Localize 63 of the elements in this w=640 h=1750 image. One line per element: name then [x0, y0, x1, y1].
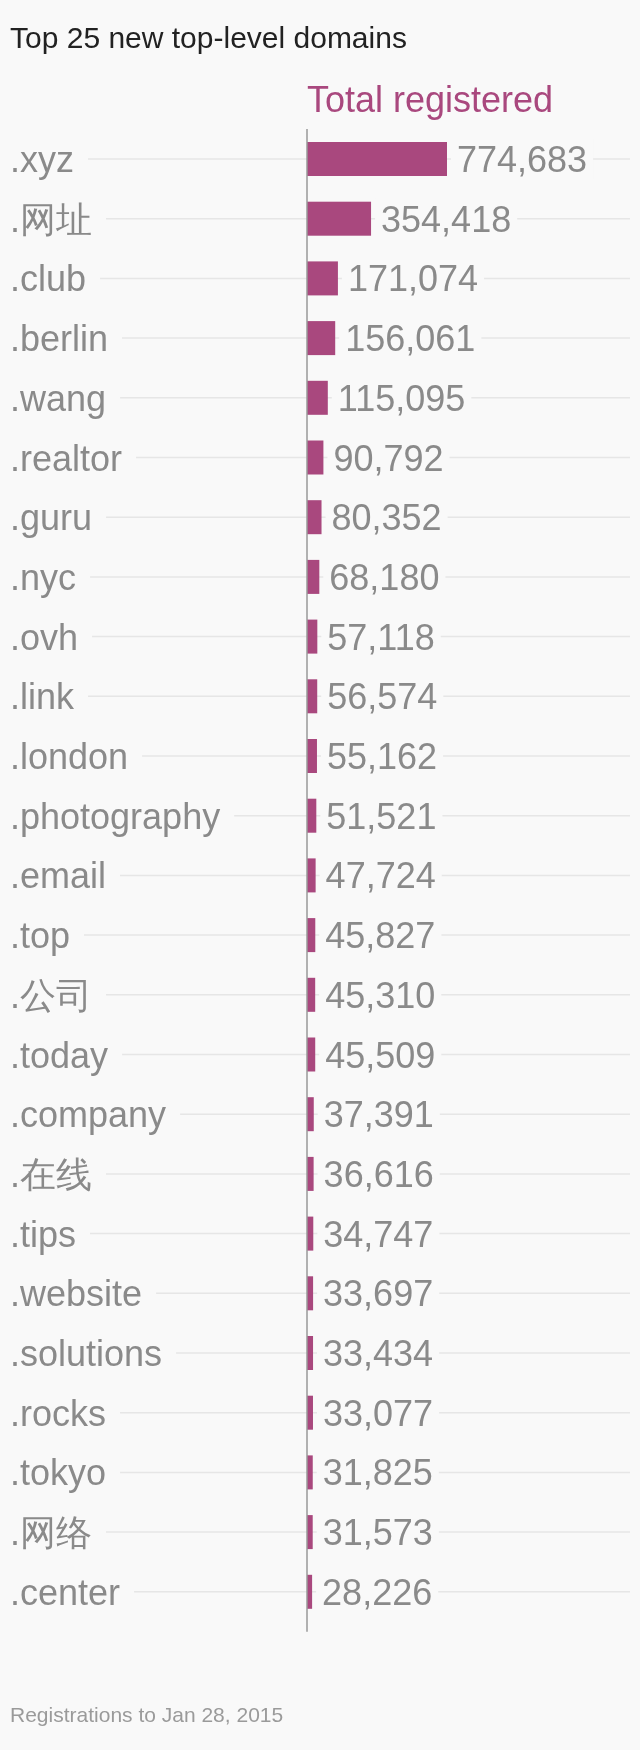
- y-tick-label: .wang: [10, 377, 107, 419]
- data-label: 34,747: [323, 1213, 434, 1255]
- y-tick-label: .公司: [10, 974, 93, 1016]
- data-label: 57,118: [327, 616, 435, 658]
- text: Registrations to Jan 28, 2015: [10, 1703, 284, 1726]
- y-tick-label: .club: [10, 258, 87, 300]
- data-label: 56,574: [327, 676, 438, 718]
- y-tick-label: .london: [10, 736, 129, 777]
- data-label: 28,226: [322, 1571, 433, 1613]
- data-label: 33,434: [323, 1333, 434, 1374]
- chart-title: Top 25 new top-level domains: [10, 21, 407, 54]
- y-tick-label: .photography: [10, 795, 221, 837]
- data-label: 51,521: [326, 795, 437, 837]
- bar: [307, 321, 336, 356]
- bar: [307, 440, 324, 475]
- y-tick-label: .realtor: [10, 437, 123, 479]
- y-tick-label: .today: [10, 1034, 109, 1076]
- bar: [307, 380, 328, 415]
- y-tick-label: .ovh: [10, 616, 79, 658]
- data-label: 33,077: [322, 1392, 434, 1434]
- data-label: 115,095: [337, 377, 466, 419]
- y-tick-label: .top: [10, 915, 71, 957]
- y-tick-label: .berlin: [10, 318, 109, 360]
- y-tick-label: .在线: [10, 1153, 93, 1195]
- data-label: 36,616: [323, 1153, 434, 1195]
- data-label: 45,509: [325, 1034, 436, 1076]
- data-label: 31,825: [322, 1452, 433, 1494]
- y-tick-label: .email: [10, 855, 107, 897]
- y-tick-label: .guru: [10, 497, 93, 539]
- y-tick-label: .solutions: [10, 1333, 163, 1374]
- y-tick-label: .company: [10, 1094, 167, 1136]
- bar: [307, 1156, 314, 1191]
- bar: [307, 142, 447, 176]
- data-label: 68,180: [329, 556, 440, 598]
- y-tick-label: .tokyo: [10, 1452, 107, 1494]
- y-tick-label: .tips: [10, 1213, 77, 1255]
- y-tick-label: .center: [10, 1571, 121, 1613]
- bar: [307, 739, 317, 773]
- data-label: 55,162: [326, 736, 438, 777]
- data-label: 31,573: [322, 1512, 433, 1554]
- data-label: 33,697: [323, 1273, 434, 1315]
- y-tick-label: .xyz: [10, 139, 75, 180]
- y-tick-label: .website: [10, 1273, 143, 1315]
- data-label: 156,061: [345, 318, 476, 360]
- data-label: 80,352: [331, 497, 442, 539]
- data-label: 171,074: [347, 258, 479, 300]
- data-label: 37,391: [323, 1094, 434, 1136]
- bar: [307, 500, 322, 535]
- data-label: 354,418: [381, 198, 512, 240]
- bar: [307, 858, 316, 893]
- bar: [307, 201, 372, 236]
- bar: [307, 261, 338, 296]
- series-label: Total registered: [307, 79, 554, 120]
- y-tick-label: .网络: [10, 1512, 93, 1554]
- y-tick-label: .网址: [10, 198, 93, 240]
- data-label: 45,827: [325, 915, 436, 957]
- y-tick-label: .link: [10, 676, 76, 718]
- data-label: 45,310: [325, 974, 436, 1016]
- data-label: 90,792: [333, 437, 444, 479]
- data-label: 47,724: [325, 855, 436, 897]
- y-tick-label: .nyc: [10, 556, 77, 598]
- y-tick-label: .rocks: [10, 1392, 107, 1434]
- data-label: 774,683: [457, 139, 588, 180]
